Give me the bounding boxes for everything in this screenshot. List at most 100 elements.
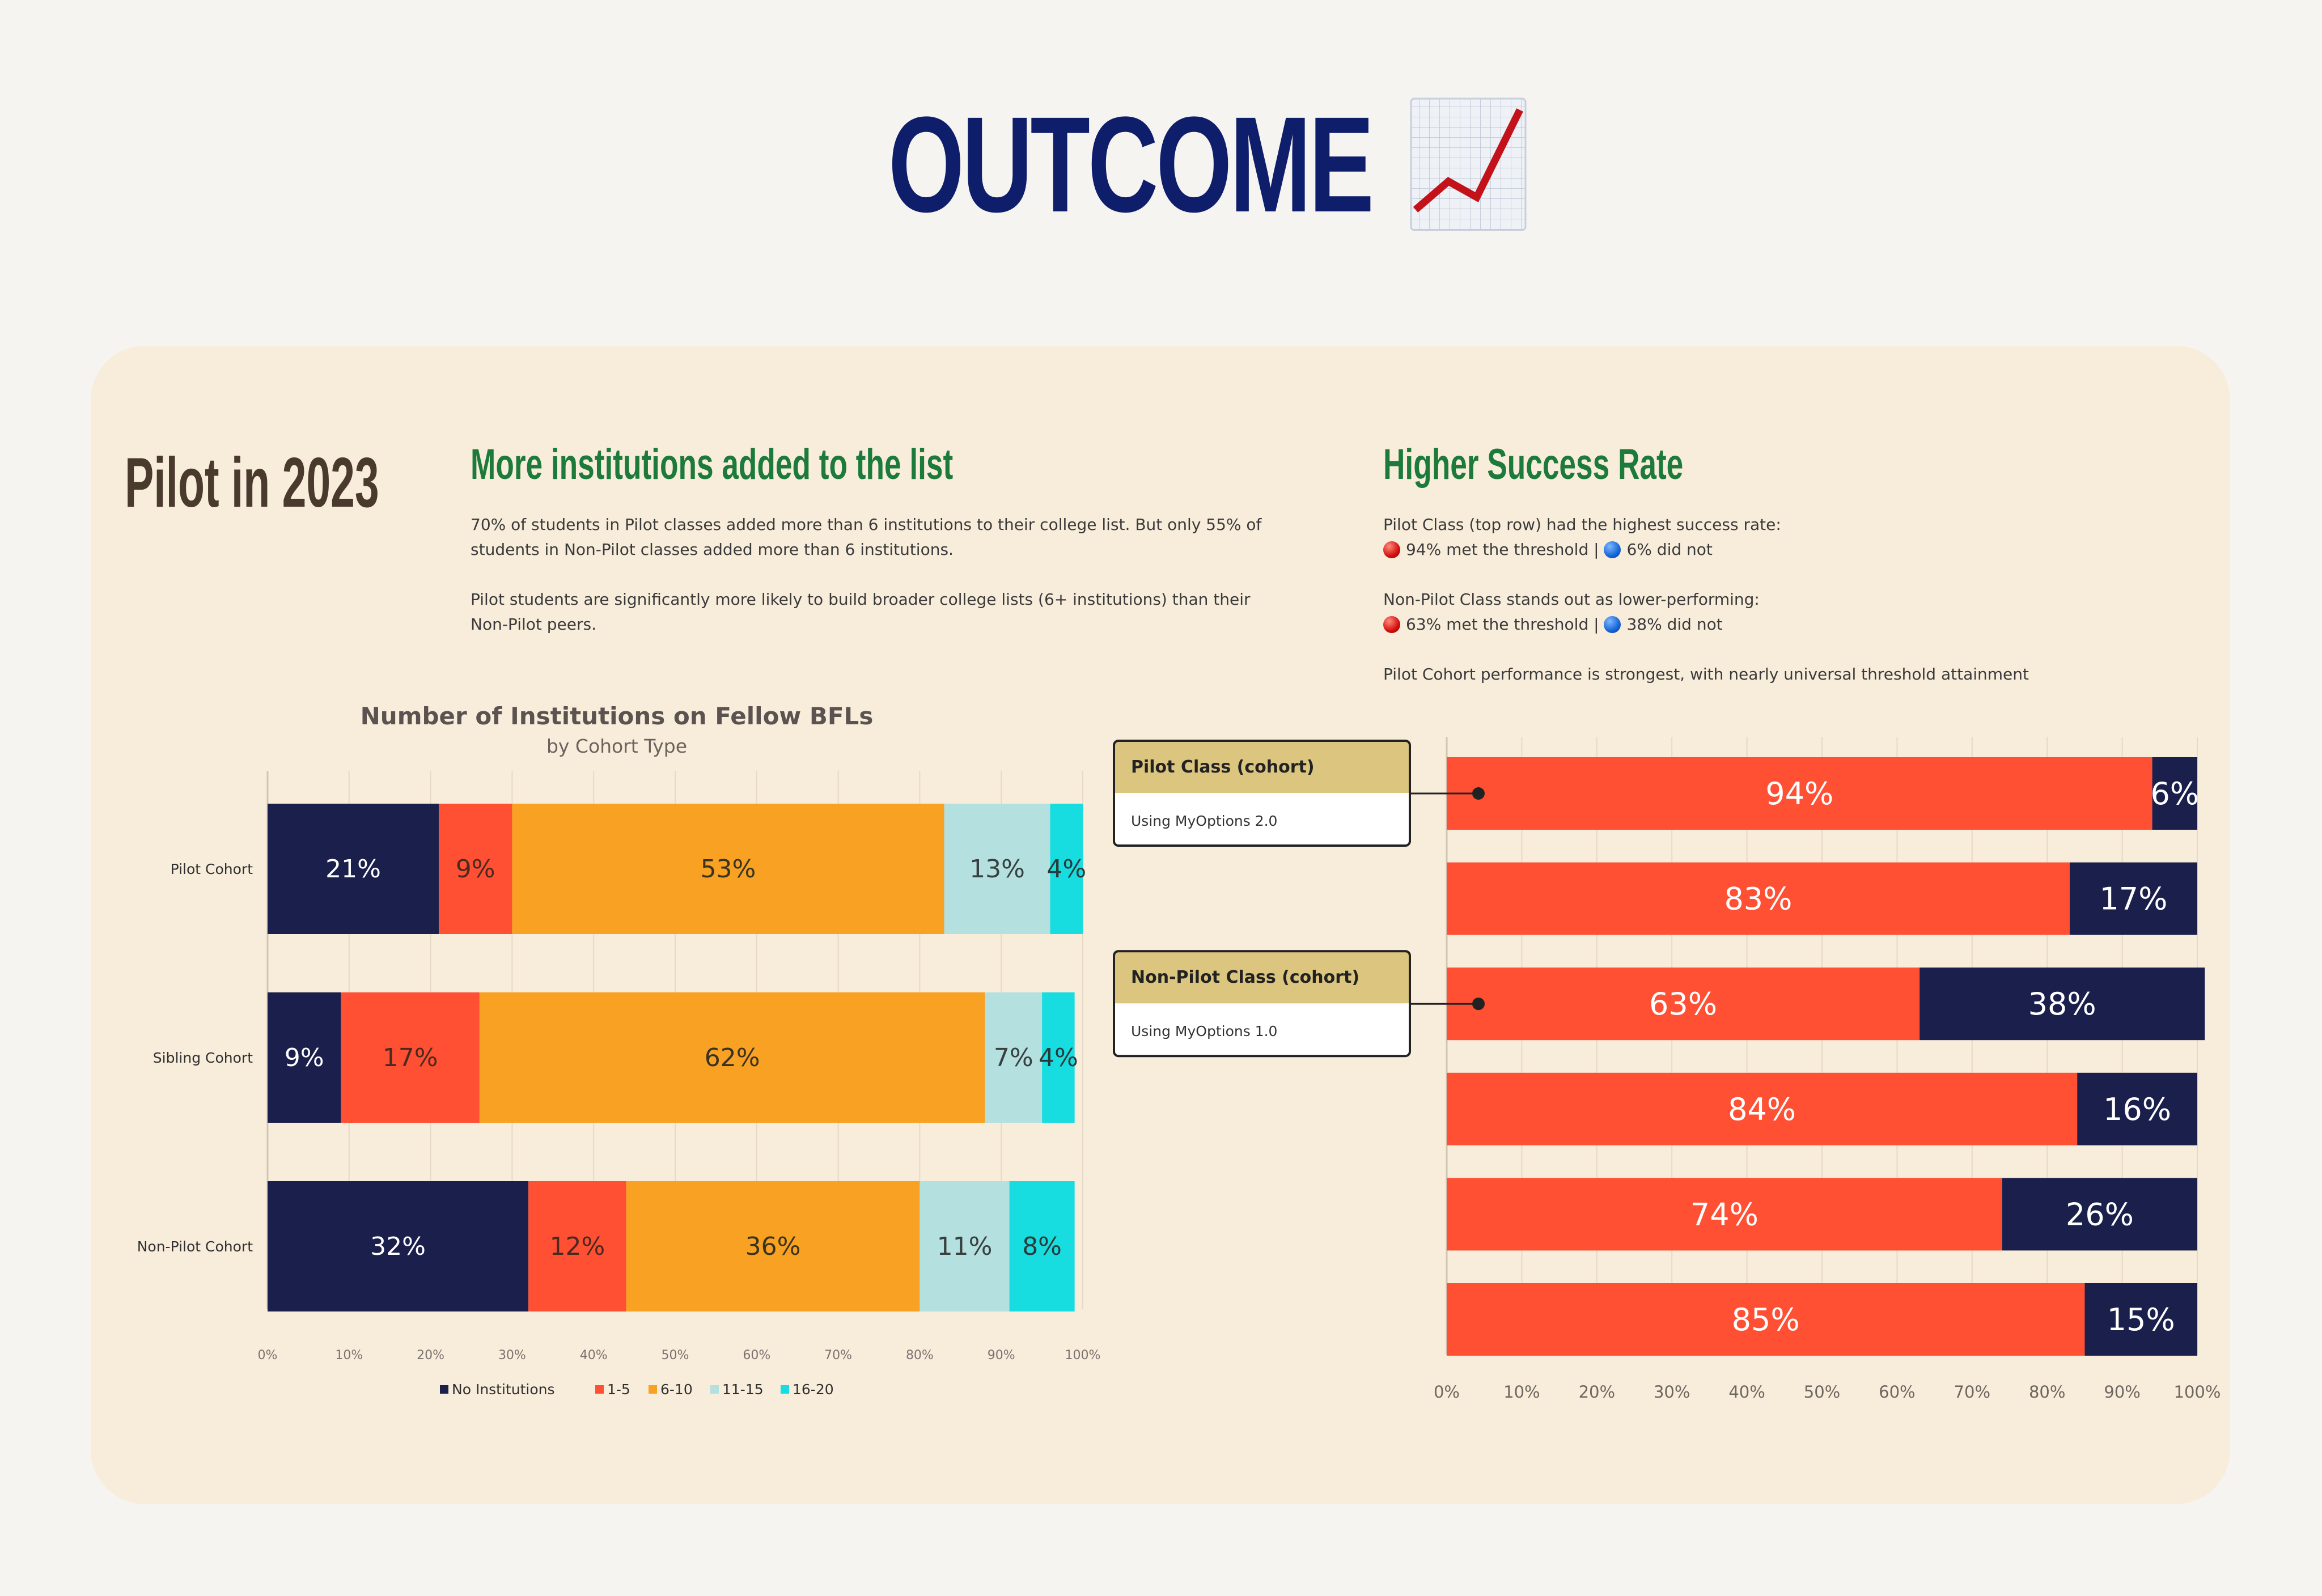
section-title: Pilot in 2023 — [125, 444, 379, 522]
data-label: 4% — [1046, 855, 1086, 884]
not-met-text: 38% did not — [1626, 615, 1723, 634]
x-tick-label: 60% — [1879, 1382, 1915, 1402]
bar-segment — [1042, 992, 1075, 1123]
data-label: 36% — [745, 1232, 801, 1261]
data-label: 13% — [969, 855, 1025, 884]
data-label: 26% — [2066, 1196, 2134, 1232]
data-label: 6% — [2150, 776, 2199, 812]
chart-title: Number of Institutions on Fellow BFLs — [361, 702, 874, 730]
legend-swatch — [781, 1385, 789, 1394]
data-label: 38% — [2028, 986, 2096, 1022]
x-tick-label: 10% — [1503, 1382, 1540, 1402]
bar-segment-not-met — [2069, 862, 2197, 935]
bar-segment — [985, 992, 1043, 1123]
right-description: Pilot Class (top row) had the highest su… — [1383, 512, 2115, 712]
data-label: 21% — [325, 855, 381, 884]
callout-marker — [1472, 998, 1485, 1011]
red-circle-icon — [1383, 541, 1400, 558]
data-label: 16% — [2103, 1092, 2171, 1127]
right-paragraph-2: Non-Pilot Class stands out as lower-perf… — [1383, 587, 2115, 637]
x-tick-label: 70% — [1954, 1382, 1990, 1402]
data-label: 9% — [456, 855, 495, 884]
page-title: OUTCOME — [888, 88, 1374, 240]
stat-line: 94% met the threshold | 6% did not — [1383, 537, 2115, 562]
blue-circle-icon — [1604, 616, 1621, 633]
x-tick-label: 50% — [1804, 1382, 1840, 1402]
callout-subtitle: Using MyOptions 1.0 — [1131, 1023, 1277, 1039]
legend-swatch — [595, 1385, 604, 1394]
text-line: Non-Pilot Class stands out as lower-perf… — [1383, 590, 1760, 609]
text-line: Pilot Class (top row) had the highest su… — [1383, 515, 1781, 534]
x-tick-label: 0% — [1434, 1382, 1460, 1402]
data-label: 94% — [1765, 776, 1833, 812]
bar-segment — [944, 804, 1050, 934]
callout-subtitle: Using MyOptions 2.0 — [1131, 813, 1277, 829]
x-tick-label: 30% — [1654, 1382, 1690, 1402]
category-label: Non-Pilot Cohort — [137, 1238, 253, 1255]
separator: | — [1594, 540, 1599, 559]
bar-segment — [341, 992, 480, 1123]
data-label: 7% — [994, 1043, 1033, 1072]
x-tick-label: 10% — [335, 1348, 363, 1362]
bar-segment-met — [1447, 862, 2070, 935]
x-tick-label: 20% — [417, 1348, 444, 1362]
data-label: 4% — [1039, 1043, 1078, 1072]
chart-increasing-icon — [1410, 97, 1527, 231]
bar-segment-met — [1447, 757, 2152, 830]
callout-header-fill — [1114, 998, 1410, 1004]
bar-segment — [528, 1181, 626, 1311]
met-text: 63% met the threshold — [1406, 615, 1589, 634]
bar-segment-not-met — [2077, 1072, 2197, 1145]
bar-segment-met — [1447, 1178, 2002, 1251]
bar-segment-met — [1447, 1283, 2085, 1356]
data-label: 53% — [701, 855, 756, 884]
separator: | — [1594, 615, 1599, 634]
bar-segment-not-met — [2084, 1283, 2197, 1356]
category-label: Sibling Cohort — [153, 1050, 253, 1066]
data-label: 11% — [937, 1232, 993, 1261]
data-label: 85% — [1732, 1302, 1800, 1338]
bar-segment — [1050, 804, 1083, 934]
callout-title: Non-Pilot Class (cohort) — [1131, 967, 1359, 987]
legend-label: 11-15 — [722, 1381, 764, 1398]
text-line: Pilot students are significantly more li… — [471, 590, 1251, 609]
x-tick-label: 40% — [1728, 1382, 1765, 1402]
bar-segment-not-met — [2002, 1178, 2197, 1251]
legend-swatch — [710, 1385, 719, 1394]
callout-marker — [1472, 787, 1485, 800]
not-met-text: 6% did not — [1626, 540, 1713, 559]
data-label: 8% — [1022, 1232, 1062, 1261]
text-line: 70% of students in Pilot classes added m… — [471, 515, 1262, 534]
bar-segment-not-met — [1920, 967, 2205, 1041]
right-paragraph-1: Pilot Class (top row) had the highest su… — [1383, 512, 2115, 562]
x-tick-label: 100% — [2174, 1382, 2221, 1402]
bar-segment — [1009, 1181, 1075, 1311]
institutions-chart: Number of Institutions on Fellow BFLs by … — [137, 702, 1101, 1398]
x-tick-label: 70% — [824, 1348, 852, 1362]
x-tick-label: 40% — [580, 1348, 608, 1362]
x-tick-label: 0% — [258, 1348, 278, 1362]
callout-header — [1114, 951, 1410, 1004]
bar-segment — [268, 804, 439, 934]
left-paragraph-2: Pilot students are significantly more li… — [471, 587, 1287, 637]
header: OUTCOME — [0, 85, 2322, 244]
bar-segment — [920, 1181, 1010, 1311]
legend-swatch — [649, 1385, 657, 1394]
blue-circle-icon — [1604, 541, 1621, 558]
data-label: 74% — [1690, 1196, 1759, 1232]
data-label: 83% — [1724, 881, 1792, 917]
text-line: students in Non-Pilot classes added more… — [471, 540, 954, 559]
red-circle-icon — [1383, 616, 1400, 633]
x-tick-label: 80% — [906, 1348, 934, 1362]
x-tick-label: 30% — [498, 1348, 526, 1362]
data-label: 84% — [1728, 1092, 1796, 1127]
data-label: 9% — [285, 1043, 324, 1072]
x-tick-label: 90% — [2104, 1382, 2140, 1402]
met-text: 94% met the threshold — [1406, 540, 1589, 559]
legend-label: 16-20 — [793, 1381, 834, 1398]
data-label: 17% — [383, 1043, 438, 1072]
legend-label: 6-10 — [660, 1381, 693, 1398]
right-heading: Higher Success Rate — [1383, 440, 1684, 489]
data-label: 17% — [2099, 881, 2167, 917]
callout-header-fill — [1114, 787, 1410, 793]
